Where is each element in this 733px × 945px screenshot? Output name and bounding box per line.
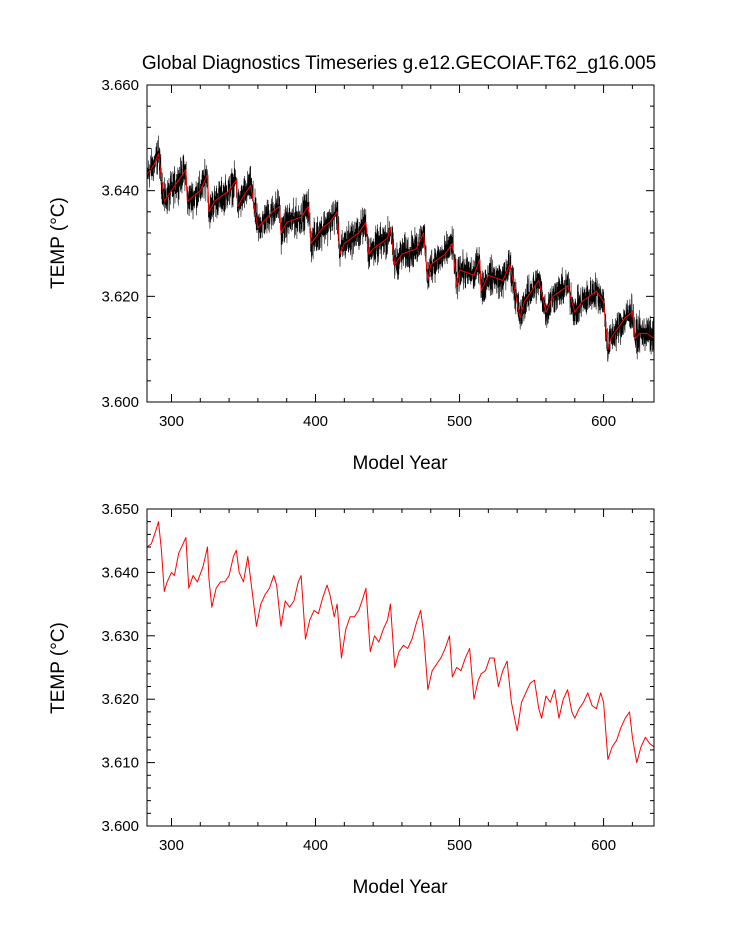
top-labels-layer: 300 400 500 600 3.600 3.620 3.640 3.660 [101,77,616,430]
bottom-y-tick-label: 3.630 [101,628,139,645]
figure-title: Global Diagnostics Timeseries g.e12.GECO… [142,53,656,74]
top-y-tick-label: 3.640 [101,183,139,200]
bottom-y-tick-label: 3.600 [101,818,139,835]
top-y-tick-label: 3.600 [101,394,139,411]
top-x-tick-label: 400 [303,413,328,430]
top-x-tick-label: 300 [159,413,184,430]
bottom-x-tick-label: 600 [591,837,616,854]
top-series-annual-mean [146,153,655,350]
bottom-y-tick-label: 3.640 [101,564,139,581]
top-x-tick-label: 500 [447,413,472,430]
bottom-x-axis-title: Model Year [352,877,448,898]
top-x-axis-title: Model Year [352,453,448,474]
top-ticks-layer [147,84,654,403]
top-y-tick-label: 3.620 [101,288,139,305]
bottom-y-axis-title: TEMP (°C) [48,622,69,714]
bottom-x-tick-label: 400 [303,837,328,854]
top-y-tick-label: 3.660 [101,77,139,94]
bottom-x-tick-label: 300 [159,837,184,854]
bottom-panel: 300 400 500 600 3.600 3.610 3.620 3.630 3.640 3.6… [48,501,655,898]
bottom-series-annual-mean [146,521,655,764]
top-y-axis-title: TEMP (°C) [48,197,69,289]
top-panel: 300 400 500 600 3.600 3.620 3.640 3.660 Model Y… [48,77,655,474]
bottom-ticks-layer [147,508,654,827]
top-plot-frame [146,84,655,403]
top-x-tick-label: 600 [591,413,616,430]
bottom-labels-layer: 300 400 500 600 3.600 3.610 3.620 3.630 3.640 3.6… [101,501,616,854]
bottom-y-tick-label: 3.610 [101,755,139,772]
bottom-plot-frame [146,508,655,827]
bottom-y-tick-label: 3.620 [101,691,139,708]
top-series-layer [146,135,655,362]
bottom-x-tick-label: 500 [447,837,472,854]
bottom-y-tick-label: 3.650 [101,501,139,518]
bottom-series-layer [146,521,655,764]
